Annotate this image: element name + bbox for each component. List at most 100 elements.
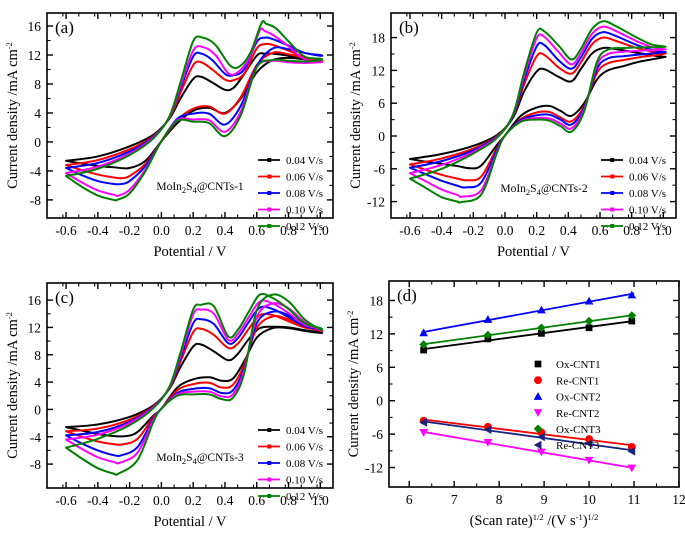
data-marker — [538, 329, 545, 337]
x-tick-label: 10 — [582, 492, 596, 507]
y-tick-label: 12 — [370, 327, 384, 342]
y-tick-label: 18 — [370, 293, 384, 308]
x-tick-label: 0.8 — [280, 223, 297, 238]
y-tick-label: 8 — [34, 348, 41, 363]
y-tick-label: 6 — [378, 96, 385, 111]
legend-label: Re-CNT2 — [556, 408, 599, 420]
data-marker — [584, 456, 594, 465]
data-marker — [533, 392, 543, 400]
x-tick-label: 0.2 — [185, 493, 202, 508]
legend-marker — [267, 461, 272, 465]
cv-legend: 0.04 V/s 0.06 V/s 0.08 V/s 0.10 V/s 0.12 V/s — [258, 155, 323, 233]
x-tick-label: -0.2 — [119, 223, 140, 238]
panel-b: -0.6 -0.4 -0.2 0.0 0.2 0.4 0.6 0.8 1.0 18 12 6 0 -6 -1… — [342, 0, 685, 268]
data-marker — [420, 346, 427, 354]
legend-marker — [610, 207, 615, 212]
data-marker — [537, 305, 546, 314]
legend-label: 0.08 V/s — [286, 458, 323, 470]
cv-legend: 0.04 V/s 0.06 V/s 0.08 V/s 0.10 V/s 0.12 V/s — [258, 425, 323, 503]
x-tick-label: 7 — [451, 492, 458, 507]
fit-line — [421, 430, 635, 469]
fit-line — [421, 292, 635, 334]
data-marker — [585, 324, 593, 332]
y-tick-label: -4 — [30, 430, 41, 445]
y-tick-label: 0 — [34, 402, 41, 417]
plot-d: 6 7 8 9 10 11 12 18 12 6 0 -6 -12 (d) (Scan rate)1/2 /… — [345, 280, 685, 529]
legend-marker — [267, 207, 272, 212]
legend-label: 0.12 V/s — [286, 221, 323, 233]
legend-marker — [267, 191, 272, 195]
data-marker — [537, 448, 546, 457]
legend-label: 0.04 V/s — [286, 425, 323, 437]
data-marker — [628, 317, 636, 325]
legend-marker — [610, 224, 615, 228]
x-tick-label: -0.6 — [55, 493, 77, 508]
legend-label: 0.04 V/s — [286, 155, 323, 167]
legend-label: 0.08 V/s — [286, 188, 323, 200]
data-marker — [584, 316, 594, 326]
x-axis-label: Potential / V — [153, 244, 227, 260]
x-tick-label: -0.2 — [119, 493, 140, 508]
panel-tag: (c) — [55, 288, 74, 307]
fit-line — [421, 314, 635, 346]
y-tick-label: -12 — [367, 195, 385, 210]
data-marker — [537, 432, 545, 442]
y-tick-label: 18 — [372, 31, 386, 46]
y-tick-label: 16 — [28, 19, 42, 34]
data-marker — [627, 290, 637, 299]
sample-label: MoIn2S4@CNTs-3 — [156, 452, 244, 466]
x-tick-label: 0.0 — [153, 223, 170, 238]
x-tick-label: 0.8 — [623, 223, 640, 238]
cv-curve-0.04-V-s — [65, 52, 324, 170]
x-tick-label: 1.0 — [312, 493, 329, 508]
series-Ox-CNT2 — [419, 290, 637, 337]
legend-label: Ox-CNT2 — [556, 392, 601, 404]
y-tick-label: -8 — [30, 457, 41, 472]
data-marker — [419, 328, 428, 337]
x-tick-label: 11 — [628, 492, 641, 507]
legend-label: Re-CNT3 — [556, 440, 600, 452]
panel-tag: (b) — [399, 18, 419, 37]
x-tick-label: 9 — [541, 492, 548, 507]
data-marker — [534, 360, 542, 368]
panel-a: -0.6 -0.4 -0.2 0.0 0.2 0.4 0.6 0.8 1.0 16 12 8 4 0 -4-… — [0, 0, 342, 268]
legend-marker — [267, 174, 272, 179]
series-Ox-CNT3 — [419, 311, 637, 349]
y-tick-label: -12 — [365, 461, 383, 476]
data-marker — [533, 409, 543, 417]
legend-label: 0.10 V/s — [629, 205, 666, 217]
y-tick-label: 12 — [28, 320, 42, 335]
x-tick-label: 1.0 — [655, 223, 672, 238]
y-tick-label: -8 — [30, 193, 41, 208]
x-axis-label: Potential / V — [153, 514, 227, 530]
series-Re-CNT2 — [419, 428, 637, 473]
x-tick-label: 0.4 — [217, 493, 234, 508]
legend-label: 0.10 V/s — [286, 475, 323, 487]
fit-line — [421, 320, 635, 351]
y-tick-label: 4 — [34, 375, 41, 390]
cv-curve-0.12-V-s — [65, 20, 324, 202]
y-tick-label: -6 — [372, 427, 383, 442]
data-marker — [534, 376, 542, 385]
y-tick-label: 12 — [28, 48, 42, 63]
x-tick-label: 0.2 — [528, 223, 545, 238]
cv-legend: 0.04 V/s 0.06 V/s 0.08 V/s 0.10 V/s 0.12 V/s — [601, 155, 666, 233]
x-tick-label: 0.8 — [280, 493, 297, 508]
legend-marker — [610, 174, 615, 179]
data-marker — [537, 323, 546, 333]
y-tick-label: -6 — [374, 162, 385, 177]
data-marker — [627, 311, 637, 320]
legend-label: Re-CNT1 — [556, 375, 599, 387]
y-axis-label: Current density /mA cm-2 — [4, 312, 21, 459]
data-marker — [627, 464, 637, 473]
data-marker — [483, 439, 493, 447]
data-marker — [584, 439, 593, 448]
y-tick-label: 4 — [34, 106, 41, 121]
y-tick-label: 16 — [28, 293, 42, 308]
x-tick-label: -0.6 — [55, 223, 77, 238]
x-tick-label: 0.0 — [153, 493, 170, 508]
x-tick-label: -0.4 — [87, 493, 109, 508]
y-tick-label: 6 — [376, 360, 383, 375]
y-tick-label: 0 — [34, 135, 41, 150]
data-marker — [483, 425, 492, 434]
